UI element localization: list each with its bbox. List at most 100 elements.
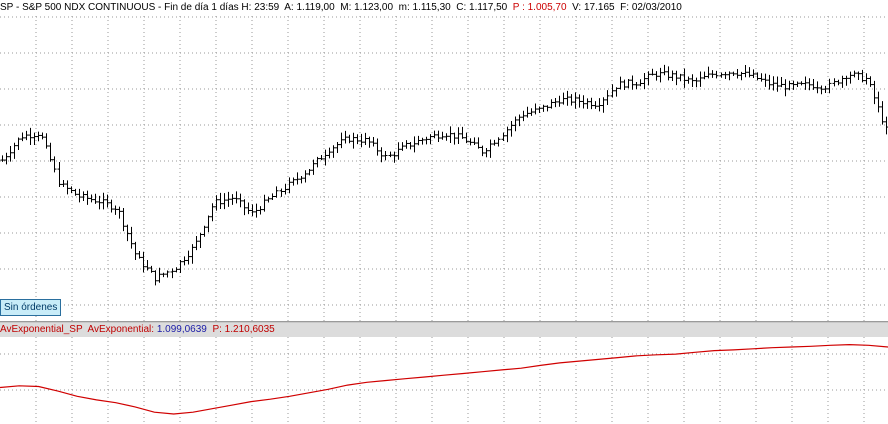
price-bar — [149, 265, 154, 273]
price-bar — [319, 154, 324, 161]
header-low-value: 1.115,30 — [412, 2, 451, 13]
header-description: S&P 500 NDX CONTINUOUS — [22, 2, 156, 13]
price-bar — [553, 97, 558, 108]
price-bar — [186, 250, 191, 265]
price-bar — [69, 186, 74, 194]
price-bar — [476, 137, 481, 149]
price-bar — [573, 92, 578, 109]
orders-button[interactable]: Sin órdenes — [0, 299, 62, 316]
price-bar — [484, 147, 489, 158]
price-bar — [787, 80, 792, 91]
price-bar — [811, 79, 816, 90]
price-bar — [355, 134, 360, 145]
price-bar — [343, 130, 348, 144]
price-bar — [339, 132, 344, 149]
price-bar — [791, 80, 796, 90]
header-low-label: m: — [398, 2, 410, 13]
price-chart-panel[interactable] — [0, 0, 888, 321]
price-bar — [141, 251, 146, 273]
price-bars — [0, 64, 888, 286]
price-bar — [690, 74, 695, 87]
price-bar — [517, 114, 522, 127]
header-close-value: 1.117,50 — [469, 2, 508, 13]
price-bar — [178, 260, 183, 274]
price-bar — [601, 97, 606, 113]
panel-splitter[interactable] — [0, 321, 888, 324]
price-bar — [448, 126, 453, 144]
header-date-value: 02/03/2010 — [631, 2, 682, 13]
price-bar — [630, 75, 635, 90]
price-bar — [323, 149, 328, 166]
price-bar — [73, 188, 78, 196]
price-bar — [291, 177, 296, 186]
price-bar — [529, 108, 534, 116]
chart-header: SP - S&P 500 NDX CONTINUOUS - Fin de día… — [0, 0, 888, 15]
price-bar — [383, 151, 388, 161]
price-bar — [77, 188, 82, 203]
price-bar — [803, 76, 808, 90]
price-bar — [307, 169, 312, 176]
price-bar — [379, 147, 384, 163]
price-bar — [565, 90, 570, 106]
price-bar — [44, 133, 49, 149]
price-bar — [464, 132, 469, 144]
price-bar — [101, 192, 106, 210]
price-bar — [727, 71, 732, 81]
price-bar — [501, 132, 506, 142]
price-bar — [61, 179, 66, 188]
price-bar — [743, 65, 748, 78]
price-bar — [327, 147, 332, 159]
price-bar — [836, 79, 841, 86]
price-bar — [331, 145, 336, 158]
price-bar — [654, 71, 659, 81]
price-bar — [658, 67, 663, 83]
price-bar — [238, 193, 243, 208]
price-bar — [145, 260, 150, 271]
price-bar — [577, 94, 582, 108]
price-chart[interactable] — [0, 0, 888, 321]
price-bar — [622, 79, 627, 90]
price-bar — [436, 130, 441, 143]
price-bar — [81, 191, 86, 201]
indicator-panel[interactable] — [0, 337, 888, 424]
indicator-header: AvExponential_SP AvExponential: 1.099,06… — [0, 323, 888, 337]
price-bar — [28, 127, 33, 146]
header-volume-value: 17.165 — [583, 2, 615, 13]
price-bar — [420, 137, 425, 145]
price-bar — [226, 191, 231, 207]
price-bar — [416, 135, 421, 146]
price-bar — [367, 136, 372, 148]
price-bar — [674, 70, 679, 86]
price-bar — [840, 75, 845, 88]
price-bar — [287, 177, 292, 194]
header-symbol: SP — [0, 2, 14, 13]
price-bar — [262, 194, 267, 212]
price-bar — [456, 127, 461, 144]
price-bar — [799, 81, 804, 86]
price-bar — [460, 126, 465, 139]
price-bar — [32, 132, 37, 145]
price-bar — [404, 140, 409, 149]
indicator-p-value: 1.210,6035 — [224, 324, 275, 335]
price-bar — [585, 98, 590, 109]
price-bar — [396, 142, 401, 160]
price-bar — [694, 77, 699, 88]
price-bar — [876, 91, 881, 113]
price-bar — [246, 202, 251, 215]
header-period: Fin de día 1 días — [164, 2, 239, 13]
price-bar — [432, 130, 437, 139]
indicator-name: AvExponential_SP — [0, 324, 83, 335]
header-time-value: 23:59 — [254, 2, 280, 13]
price-bar — [351, 132, 356, 149]
price-bar — [545, 105, 550, 112]
price-bar — [254, 203, 259, 218]
price-bar — [702, 71, 707, 80]
price-bar — [274, 186, 279, 198]
price-bar — [424, 136, 429, 145]
price-bar — [97, 195, 102, 210]
price-bar — [452, 132, 457, 145]
price-bar — [371, 137, 376, 147]
indicator-chart[interactable] — [0, 337, 888, 424]
price-bar — [359, 133, 364, 148]
price-bar — [759, 73, 764, 82]
